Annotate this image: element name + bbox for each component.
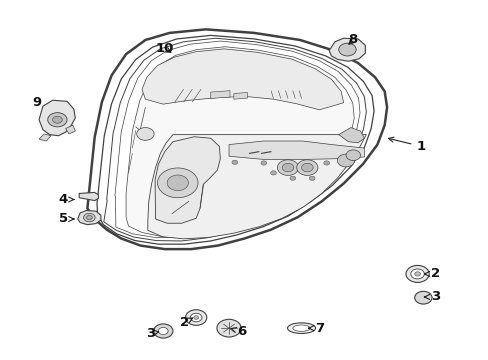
Text: 6: 6 (231, 325, 246, 338)
Text: 3: 3 (145, 327, 158, 339)
Polygon shape (126, 47, 353, 238)
Ellipse shape (287, 323, 315, 333)
Circle shape (158, 328, 168, 334)
Text: 1: 1 (388, 137, 425, 153)
Polygon shape (39, 134, 51, 141)
Text: 3: 3 (424, 291, 439, 303)
Polygon shape (142, 49, 343, 110)
Circle shape (301, 163, 312, 172)
Polygon shape (87, 30, 386, 249)
Polygon shape (79, 192, 98, 201)
Text: 2: 2 (424, 267, 439, 280)
Polygon shape (338, 127, 364, 143)
Text: 4: 4 (59, 193, 74, 206)
Circle shape (137, 127, 154, 140)
Circle shape (86, 215, 92, 220)
Polygon shape (65, 125, 75, 134)
Text: 7: 7 (308, 321, 324, 335)
Circle shape (190, 313, 202, 322)
Polygon shape (78, 211, 101, 225)
Circle shape (157, 168, 198, 198)
Circle shape (289, 176, 295, 180)
Circle shape (296, 160, 317, 175)
Text: 8: 8 (348, 33, 357, 46)
Circle shape (277, 160, 298, 175)
Circle shape (53, 116, 62, 123)
Polygon shape (233, 93, 247, 99)
Circle shape (261, 161, 266, 165)
Circle shape (410, 269, 424, 279)
Circle shape (414, 272, 420, 276)
Circle shape (414, 291, 431, 304)
Circle shape (270, 171, 276, 175)
Circle shape (338, 43, 355, 56)
Circle shape (153, 324, 173, 338)
Text: 9: 9 (32, 95, 41, 108)
Polygon shape (228, 141, 364, 159)
Polygon shape (210, 91, 229, 99)
Polygon shape (147, 135, 366, 239)
Circle shape (185, 310, 206, 325)
Circle shape (217, 319, 241, 337)
Circle shape (231, 160, 237, 165)
Circle shape (323, 161, 329, 165)
Polygon shape (155, 137, 220, 223)
Circle shape (405, 265, 428, 283)
Circle shape (167, 175, 188, 191)
Text: 10: 10 (155, 42, 174, 55)
Text: 2: 2 (179, 316, 192, 329)
Circle shape (48, 113, 67, 127)
Ellipse shape (292, 325, 309, 331)
Text: 5: 5 (59, 212, 74, 225)
Circle shape (337, 154, 354, 167)
Polygon shape (328, 38, 365, 61)
Circle shape (193, 316, 198, 319)
Polygon shape (39, 100, 75, 136)
Circle shape (308, 176, 314, 180)
Circle shape (346, 150, 360, 161)
Circle shape (83, 213, 95, 222)
Circle shape (282, 163, 293, 172)
